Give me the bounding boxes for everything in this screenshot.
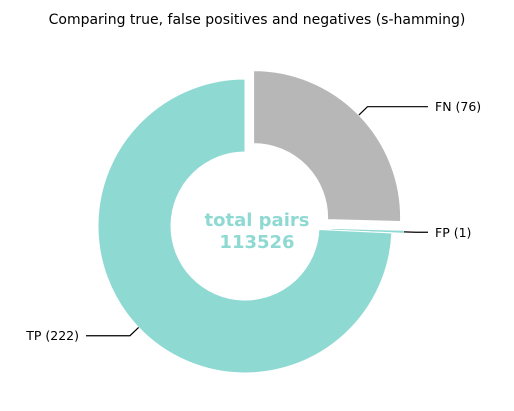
slice-label-fp: FP (1) — [435, 225, 471, 240]
leader-line-tp — [86, 327, 140, 337]
center-label-line1: total pairs — [205, 210, 310, 231]
center-label-line2: 113526 — [219, 232, 294, 253]
leader-line-fn — [358, 106, 428, 116]
slice-label-tp: TP (222) — [25, 328, 79, 343]
slice-fn — [253, 70, 402, 223]
slice-tp — [97, 78, 393, 374]
chart-title: Comparing true, false positives and nega… — [49, 12, 466, 28]
labels-group: FN (76) FP (1) TP (222) — [25, 99, 481, 343]
slices-group — [97, 70, 405, 374]
slice-label-fn: FN (76) — [435, 99, 481, 114]
